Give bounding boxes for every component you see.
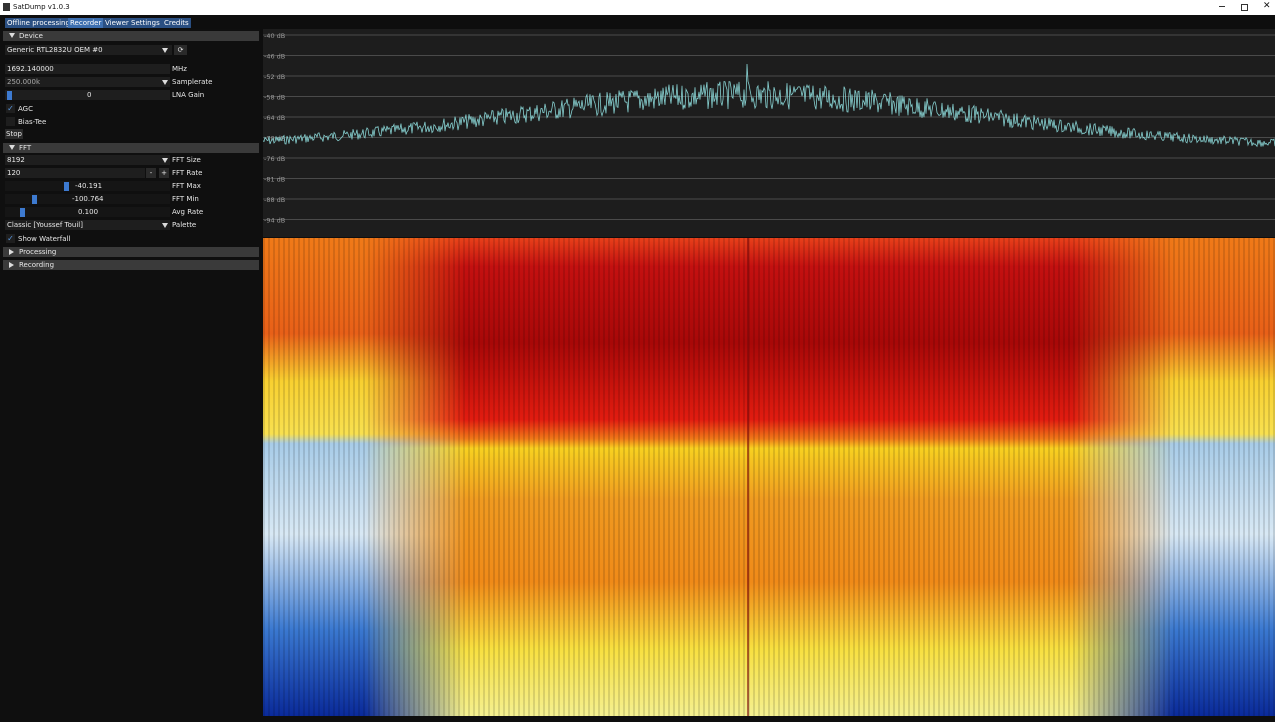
tab[interactable]: Credits: [162, 18, 191, 28]
tab[interactable]: Recorder: [68, 18, 104, 28]
dropdown-arrow: [162, 158, 168, 163]
tab[interactable]: Viewer: [103, 18, 131, 28]
fft-max-value: -40.191: [75, 182, 103, 190]
agc-label: AGC: [18, 105, 33, 113]
avg-rate-value: 0.100: [78, 208, 99, 216]
section-title: Device: [19, 32, 43, 40]
fft-max-slider[interactable]: -40.191: [5, 181, 170, 191]
fft-max-label: FFT Max: [172, 182, 201, 190]
stop-button[interactable]: Stop: [5, 129, 23, 139]
dropdown-arrow: [162, 48, 168, 53]
close-button[interactable]: ✕: [1263, 1, 1271, 11]
slider-knob: [20, 208, 25, 217]
section-title: FFT: [19, 144, 32, 152]
fft-min-label: FFT Min: [172, 195, 199, 203]
slider-knob: [32, 195, 37, 204]
db-label: -64 dB: [264, 114, 285, 122]
palette-dropdown[interactable]: Classic [Youssef Touil]: [5, 220, 170, 230]
minimize-button[interactable]: [1219, 6, 1225, 7]
lna-gain-slider[interactable]: 0: [5, 90, 170, 100]
tab[interactable]: Settings: [129, 18, 162, 28]
refresh-button[interactable]: ⟳: [174, 45, 187, 55]
spectrum-trace: [263, 63, 1275, 148]
lna-gain-label: LNA Gain: [172, 91, 205, 99]
db-label: -76 dB: [264, 155, 285, 163]
fft-size-value: 8192: [7, 156, 25, 164]
fft-size-dropdown[interactable]: 8192: [5, 155, 170, 165]
section-header[interactable]: Device: [3, 31, 259, 41]
fft-min-value: -100.764: [72, 195, 104, 203]
section-header[interactable]: Processing: [3, 247, 259, 257]
section-title: Processing: [19, 248, 57, 256]
source-dropdown[interactable]: Generic RTL2832U OEM #0: [5, 45, 172, 55]
db-label: -40 dB: [264, 32, 285, 40]
db-label: -46 dB: [264, 53, 285, 61]
frequency-unit: MHz: [172, 65, 187, 73]
show-waterfall-label: Show Waterfall: [18, 235, 71, 243]
frequency-input[interactable]: 1692.140000: [5, 64, 170, 74]
menu-bar: [0, 15, 1275, 29]
section-title: Recording: [19, 261, 55, 269]
agc-checkbox[interactable]: ✓: [6, 104, 15, 113]
db-label: -81 dB: [264, 176, 285, 184]
avg-rate-slider[interactable]: 0.100: [5, 207, 170, 217]
db-label: -52 dB: [264, 73, 285, 81]
title-bar: SatDump v1.0.3 ✕: [0, 0, 1275, 15]
show-waterfall-checkbox[interactable]: ✓: [6, 234, 15, 243]
bias-tee-label: Bias-Tee: [18, 118, 47, 126]
center-line: [747, 238, 749, 716]
increment-button[interactable]: +: [159, 168, 169, 178]
spectrum-plot: -40 dB -46 dB -52 dB -58 dB -64 dB -70 dB -76 …: [263, 29, 1275, 237]
section-header[interactable]: Recording: [3, 260, 259, 270]
dropdown-arrow: [162, 223, 168, 228]
dropdown-arrow: [162, 80, 168, 85]
lna-gain-value: 0: [87, 91, 92, 99]
restore-button[interactable]: [1241, 4, 1248, 11]
db-label: -88 dB: [264, 196, 285, 204]
section-header[interactable]: FFT: [3, 143, 259, 153]
fft-size-label: FFT Size: [172, 156, 201, 164]
control-panel: [0, 29, 260, 722]
tab[interactable]: Offline processing: [5, 18, 72, 28]
source-value: Generic RTL2832U OEM #0: [7, 46, 103, 54]
palette-value: Classic [Youssef Touil]: [7, 221, 83, 229]
slider-knob: [7, 91, 12, 100]
fft-rate-label: FFT Rate: [172, 169, 203, 177]
waterfall-stripes: [263, 238, 1275, 716]
decrement-button[interactable]: -: [146, 168, 156, 178]
avg-rate-label: Avg Rate: [172, 208, 204, 216]
fft-min-slider[interactable]: -100.764: [5, 194, 170, 204]
samplerate-dropdown[interactable]: 250.000k: [5, 77, 170, 87]
window-title: SatDump v1.0.3: [13, 3, 70, 11]
palette-label: Palette: [172, 221, 197, 229]
samplerate-label: Samplerate: [172, 78, 213, 86]
db-label: -70 dB: [264, 135, 285, 143]
fft-rate-input[interactable]: 120: [5, 168, 145, 178]
slider-knob: [64, 182, 69, 191]
waterfall: [263, 238, 1275, 716]
bias-tee-checkbox[interactable]: [6, 117, 15, 126]
db-label: -94 dB: [264, 217, 285, 225]
db-label: -58 dB: [264, 94, 285, 102]
samplerate-value: 250.000k: [7, 78, 41, 86]
app-icon: [3, 3, 10, 11]
